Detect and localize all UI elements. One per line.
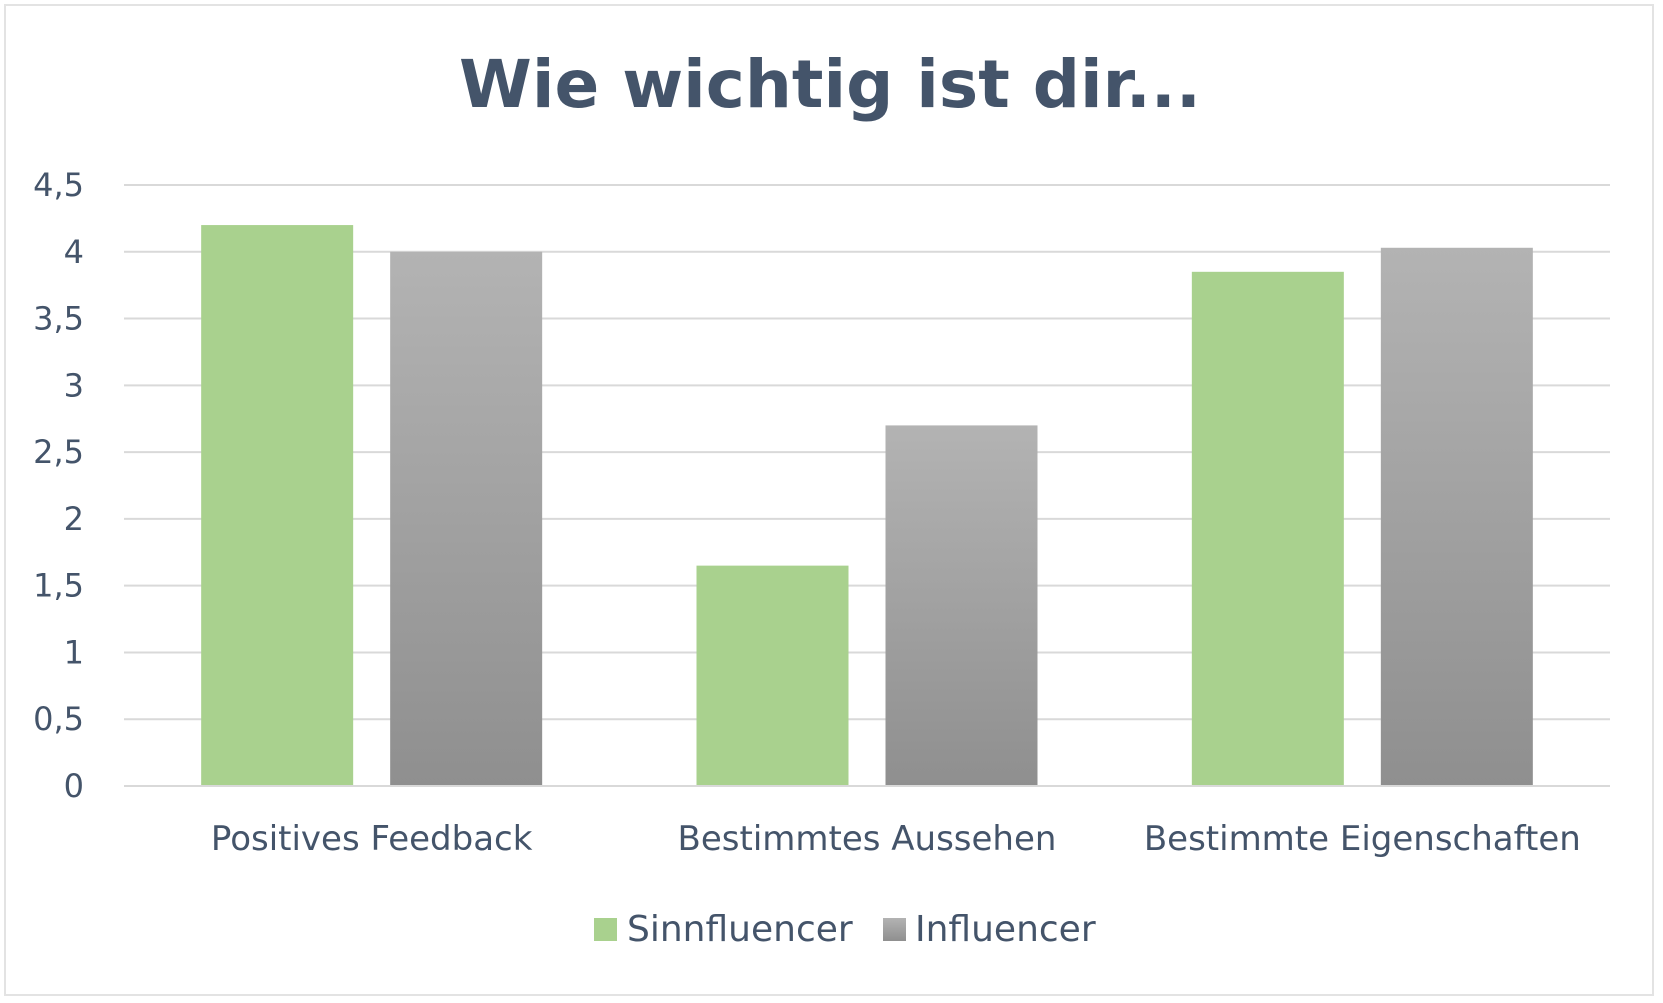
y-tick-label: 3,5 bbox=[33, 300, 84, 338]
y-tick-label: 1,5 bbox=[33, 567, 84, 605]
bar-influencer-2 bbox=[885, 425, 1038, 786]
y-tick-label: 4 bbox=[64, 233, 84, 271]
legend-label-sinnfluencer: Sinnfluencer bbox=[627, 909, 853, 950]
bar-influencer-3 bbox=[1380, 247, 1533, 786]
legend: Sinnfluencer Influencer bbox=[594, 909, 1096, 950]
y-tick-label: 3 bbox=[64, 366, 84, 404]
y-tick-label: 1 bbox=[64, 633, 84, 671]
bar-sinnfluencer-2 bbox=[696, 565, 849, 786]
legend-swatch-influencer bbox=[883, 918, 906, 941]
x-category-label: Bestimmtes Aussehen bbox=[678, 819, 1057, 859]
y-tick-label: 2,5 bbox=[33, 433, 84, 471]
bars bbox=[124, 225, 1610, 787]
bar-sinnfluencer-3 bbox=[1191, 271, 1344, 786]
y-axis-ticks: 0 0,5 1 1,5 2 2,5 3 3,5 4 4,5 bbox=[33, 166, 84, 805]
y-tick-label: 2 bbox=[64, 500, 84, 538]
y-tick-label: 0,5 bbox=[33, 700, 84, 738]
bar-sinnfluencer-1 bbox=[201, 225, 354, 787]
bar-influencer-1 bbox=[390, 251, 543, 786]
y-tick-label: 4,5 bbox=[33, 166, 84, 204]
y-tick-label: 0 bbox=[64, 767, 84, 805]
chart-title: Wie wichtig ist dir... bbox=[459, 46, 1201, 123]
legend-label-influencer: Influencer bbox=[915, 909, 1096, 950]
legend-swatch-sinnfluencer bbox=[594, 918, 617, 941]
x-axis-categories: Positives Feedback Bestimmtes Aussehen Bes… bbox=[211, 819, 1581, 859]
x-category-label: Bestimmte Eigenschaften bbox=[1144, 819, 1581, 859]
x-category-label: Positives Feedback bbox=[211, 819, 533, 859]
